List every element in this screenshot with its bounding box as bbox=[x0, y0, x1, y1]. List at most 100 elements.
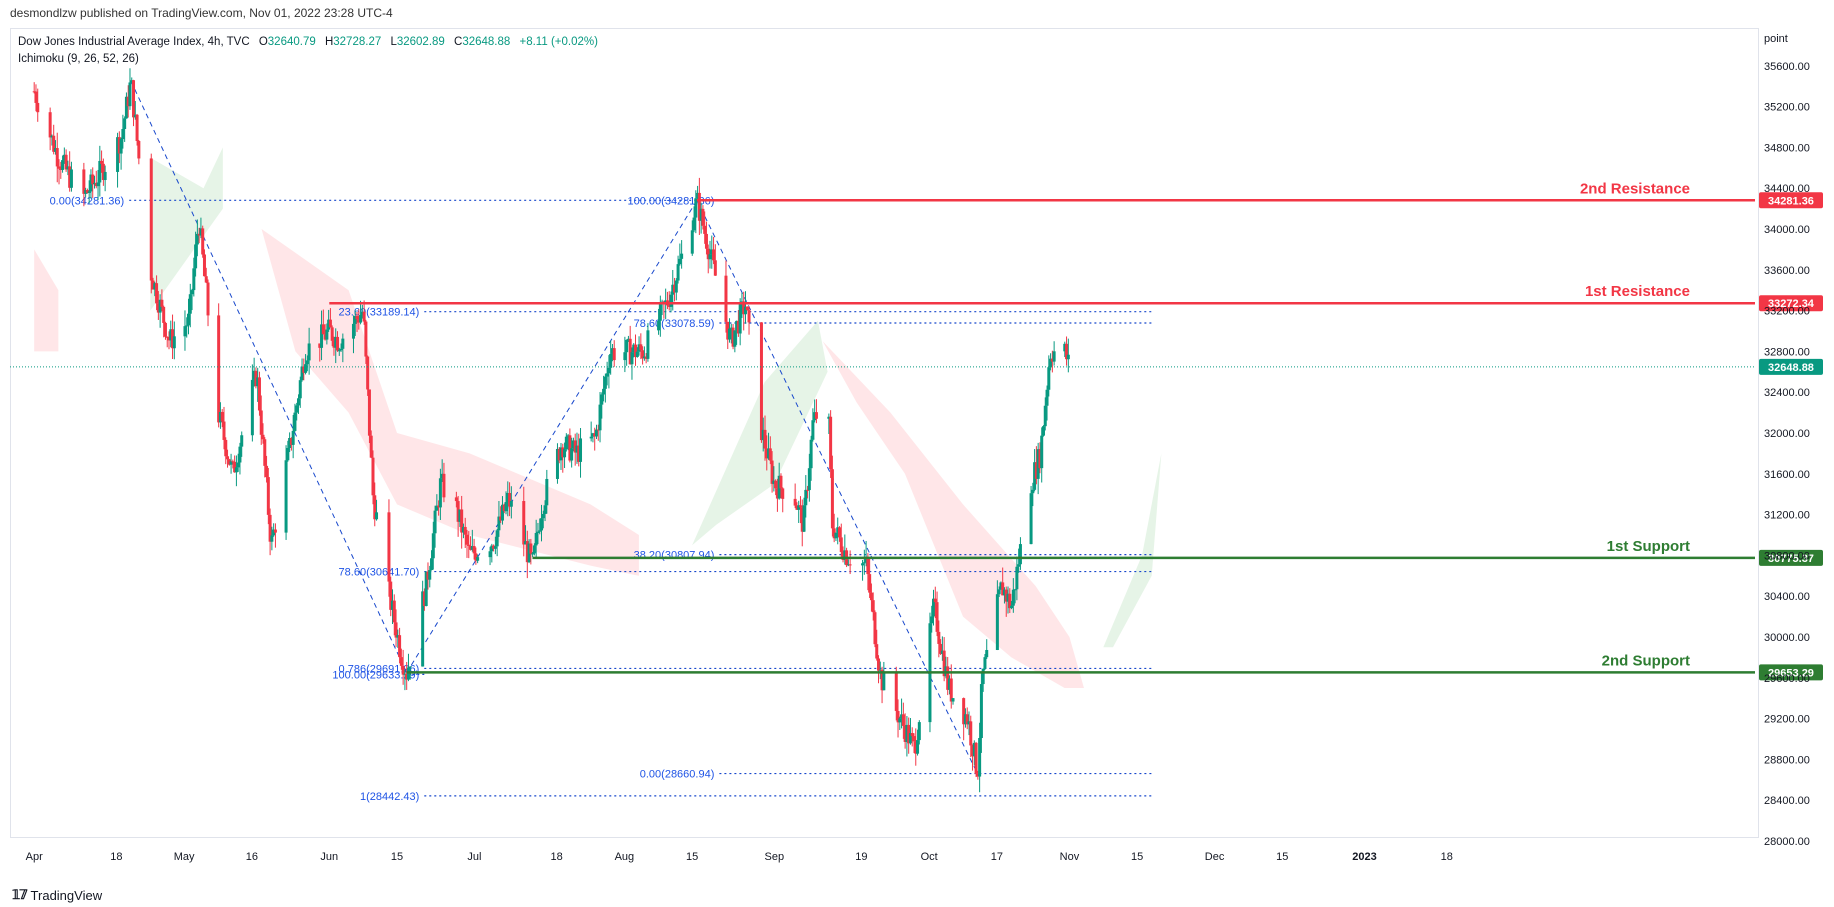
candle bbox=[623, 352, 627, 361]
candle bbox=[133, 114, 137, 118]
candle bbox=[461, 526, 465, 533]
candle bbox=[802, 505, 806, 532]
candle bbox=[995, 594, 999, 651]
candle bbox=[1052, 351, 1056, 362]
candle bbox=[930, 616, 934, 624]
time-tick: 16 bbox=[246, 851, 258, 863]
candle bbox=[1034, 462, 1038, 479]
candle bbox=[939, 643, 943, 654]
candle bbox=[543, 505, 547, 515]
candle bbox=[289, 438, 293, 445]
candle bbox=[438, 478, 442, 508]
candle bbox=[529, 543, 533, 554]
candle bbox=[531, 553, 535, 555]
candle bbox=[539, 518, 543, 531]
candle bbox=[763, 429, 767, 449]
candle bbox=[673, 284, 677, 293]
candle bbox=[454, 497, 458, 502]
support-resistance-levels: 2nd Resistance 34281.36 1st Resistance 3327… bbox=[10, 180, 1823, 681]
candle bbox=[32, 91, 36, 93]
level-label: 2nd Support bbox=[1602, 652, 1690, 669]
candle bbox=[1049, 358, 1053, 368]
candle bbox=[119, 139, 123, 154]
candle bbox=[293, 412, 297, 431]
candle bbox=[644, 356, 648, 359]
candle bbox=[387, 512, 391, 582]
candle bbox=[837, 527, 841, 538]
candle bbox=[318, 343, 322, 348]
time-tick: 15 bbox=[391, 851, 403, 863]
candle bbox=[234, 467, 238, 473]
price-tick: 30000.00 bbox=[1764, 632, 1810, 644]
candles bbox=[32, 68, 1070, 793]
time-tick: Aug bbox=[615, 851, 635, 863]
candle bbox=[199, 228, 203, 236]
time-tick: Apr bbox=[26, 851, 43, 863]
candle bbox=[132, 80, 136, 118]
candle bbox=[635, 351, 639, 357]
candle bbox=[362, 311, 366, 322]
fib-label: 1(28442.43) bbox=[360, 791, 419, 803]
candle bbox=[743, 306, 747, 315]
legend-indicator[interactable]: Ichimoku (9, 26, 52, 26) bbox=[18, 53, 139, 65]
candle bbox=[304, 364, 308, 373]
candle bbox=[495, 530, 499, 547]
candle bbox=[339, 348, 343, 351]
candle bbox=[123, 118, 127, 130]
candle bbox=[829, 416, 833, 470]
candle bbox=[1001, 582, 1005, 596]
chart-legend: Dow Jones Industrial Average Index, 4h, … bbox=[18, 34, 598, 68]
legend-symbol[interactable]: Dow Jones Industrial Average Index, 4h, … bbox=[18, 36, 250, 48]
candle bbox=[708, 254, 712, 260]
candle bbox=[433, 510, 437, 534]
candle bbox=[300, 366, 304, 381]
candle bbox=[222, 421, 226, 440]
candle bbox=[82, 169, 86, 194]
trend-lines bbox=[130, 80, 978, 774]
price-axis[interactable]: 35600.00 35200.00 34800.00 34400.00 34000.00… bbox=[1764, 61, 1810, 848]
candle bbox=[206, 282, 210, 316]
candle bbox=[504, 502, 508, 512]
footer-brand[interactable]: TradingView bbox=[30, 887, 103, 903]
candle bbox=[59, 168, 63, 170]
candle bbox=[747, 310, 751, 323]
level-price-tag bbox=[1759, 664, 1823, 681]
time-axis[interactable]: Apr 18 May 16 Jun 15 Jul 18 Aug 15 Sep 19 Oct 17 Nov 15… bbox=[26, 851, 1453, 863]
candle bbox=[403, 673, 407, 675]
price-tick: 28000.00 bbox=[1764, 836, 1810, 848]
candle bbox=[296, 398, 300, 406]
candle bbox=[932, 598, 936, 617]
candle bbox=[493, 546, 497, 549]
candle bbox=[813, 412, 817, 421]
candle bbox=[694, 198, 698, 218]
candle bbox=[609, 353, 613, 368]
candle bbox=[430, 558, 434, 571]
candle bbox=[53, 148, 57, 152]
candle bbox=[456, 501, 460, 522]
candle bbox=[861, 563, 865, 566]
candle bbox=[328, 319, 332, 328]
candle bbox=[68, 166, 72, 188]
candle bbox=[868, 574, 872, 593]
candle bbox=[728, 328, 732, 340]
candle bbox=[389, 581, 393, 610]
candle bbox=[470, 546, 474, 550]
candle bbox=[355, 316, 359, 320]
candle bbox=[559, 447, 563, 461]
candle bbox=[804, 489, 808, 506]
candle bbox=[795, 505, 799, 510]
price-tick: 28400.00 bbox=[1764, 795, 1810, 807]
candle bbox=[674, 280, 678, 293]
candle bbox=[408, 666, 412, 668]
candle bbox=[570, 448, 574, 461]
candle bbox=[160, 299, 164, 307]
candle bbox=[460, 509, 464, 533]
candle bbox=[337, 350, 341, 352]
candle bbox=[976, 773, 980, 777]
candle bbox=[375, 512, 379, 520]
candle bbox=[323, 334, 327, 340]
price-tick: 31200.00 bbox=[1764, 510, 1810, 522]
candle bbox=[156, 303, 160, 313]
fib-label: 23.60(33189.14) bbox=[339, 307, 420, 319]
